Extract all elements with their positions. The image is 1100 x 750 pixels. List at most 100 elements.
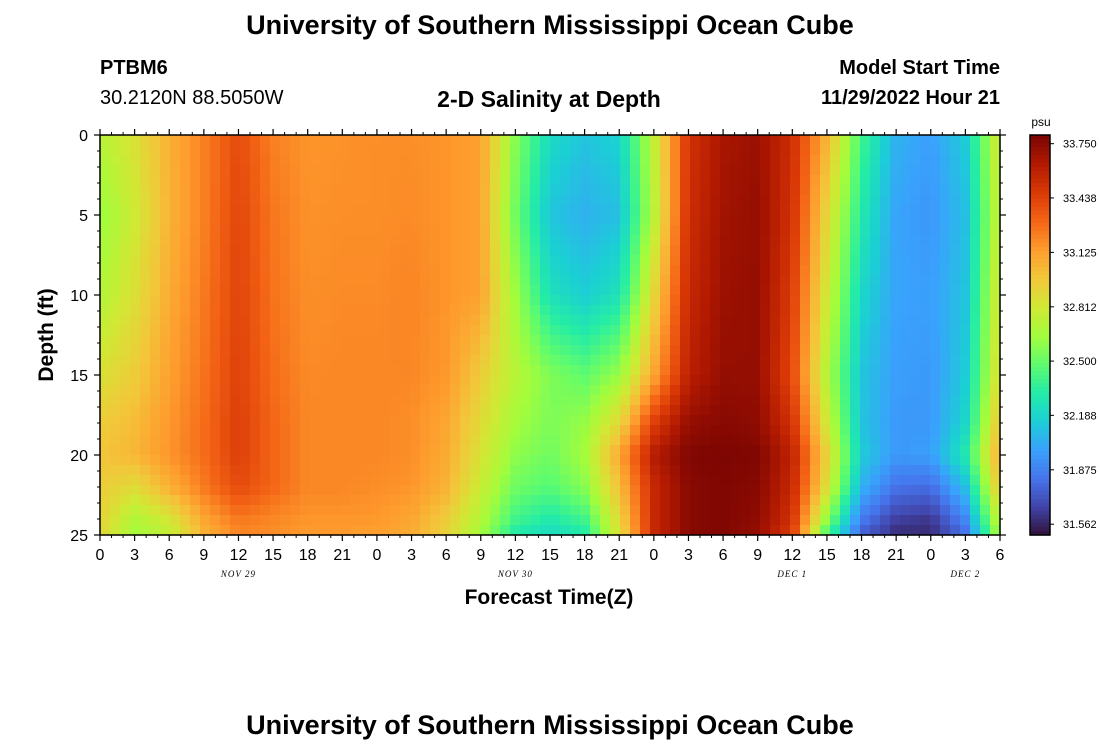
heatmap-cell	[220, 235, 231, 246]
heatmap-cell	[620, 185, 631, 196]
heatmap-cell	[230, 325, 241, 336]
heatmap-cell	[610, 265, 621, 276]
heatmap-cell	[150, 405, 161, 416]
heatmap-cell	[140, 315, 151, 326]
colorbar-segment	[1030, 215, 1050, 220]
heatmap-cell	[330, 145, 341, 156]
heatmap-cell	[980, 455, 991, 466]
heatmap-cell	[230, 315, 241, 326]
heatmap-cell	[620, 155, 631, 166]
heatmap-cell	[280, 435, 291, 446]
heatmap-cell	[920, 425, 931, 436]
heatmap-cell	[650, 515, 661, 526]
heatmap-cell	[540, 435, 551, 446]
heatmap-cell	[640, 365, 651, 376]
heatmap-cell	[870, 195, 881, 206]
heatmap-cell	[500, 455, 511, 466]
heatmap-cell	[610, 425, 621, 436]
heatmap-cell	[430, 365, 441, 376]
heatmap-cell	[300, 415, 311, 426]
heatmap-cell	[890, 305, 901, 316]
y-tick-label: 10	[70, 288, 88, 305]
heatmap-cell	[440, 365, 451, 376]
heatmap-cell	[460, 215, 471, 226]
heatmap-cell	[810, 405, 821, 416]
heatmap-cell	[410, 265, 421, 276]
heatmap-cell	[440, 525, 451, 536]
x-tick-label: 18	[853, 547, 871, 564]
heatmap-cell	[250, 255, 261, 266]
heatmap-cell	[780, 515, 791, 526]
heatmap-cell	[950, 475, 961, 486]
heatmap-cell	[290, 445, 301, 456]
heatmap-cell	[600, 305, 611, 316]
heatmap-cell	[590, 225, 601, 236]
heatmap-cell	[370, 455, 381, 466]
heatmap-cell	[190, 475, 201, 486]
heatmap-cell	[700, 265, 711, 276]
heatmap-cell	[470, 445, 481, 456]
heatmap-cell	[600, 235, 611, 246]
heatmap-cell	[680, 355, 691, 366]
heatmap-cell	[700, 445, 711, 456]
heatmap-cell	[670, 285, 681, 296]
heatmap-cell	[450, 305, 461, 316]
heatmap-cell	[930, 155, 941, 166]
heatmap-cell	[690, 335, 701, 346]
heatmap-cell	[510, 345, 521, 356]
heatmap-cell	[980, 315, 991, 326]
heatmap-cell	[840, 465, 851, 476]
heatmap-cell	[530, 155, 541, 166]
heatmap-cell	[370, 295, 381, 306]
heatmap-cell	[950, 275, 961, 286]
heatmap-cell	[660, 275, 671, 286]
heatmap-cell	[480, 515, 491, 526]
heatmap-cell	[520, 475, 531, 486]
heatmap-cell	[220, 245, 231, 256]
heatmap-cell	[600, 205, 611, 216]
heatmap-cell	[520, 305, 531, 316]
heatmap-cell	[340, 275, 351, 286]
heatmap-cell	[390, 185, 401, 196]
plot-title: 2-D Salinity at Depth	[437, 86, 661, 112]
heatmap-cell	[440, 415, 451, 426]
heatmap-cell	[220, 495, 231, 506]
heatmap-cell	[140, 435, 151, 446]
heatmap-cell	[440, 235, 451, 246]
colorbar-segment	[1030, 355, 1050, 360]
heatmap-cell	[930, 285, 941, 296]
heatmap-cell	[100, 195, 111, 206]
heatmap-cell	[350, 485, 361, 496]
heatmap-cell	[540, 425, 551, 436]
heatmap-cell	[660, 355, 671, 366]
colorbar-segment	[1030, 283, 1050, 288]
heatmap-cell	[880, 225, 891, 236]
heatmap-cell	[960, 305, 971, 316]
heatmap-cell	[210, 225, 221, 236]
heatmap-cell	[950, 345, 961, 356]
heatmap-cell	[330, 395, 341, 406]
heatmap-cell	[810, 335, 821, 346]
heatmap-cell	[280, 415, 291, 426]
heatmap-cell	[810, 165, 821, 176]
heatmap-cell	[310, 275, 321, 286]
heatmap-cell	[700, 245, 711, 256]
heatmap-cell	[870, 445, 881, 456]
heatmap-cell	[660, 515, 671, 526]
heatmap-cell	[420, 365, 431, 376]
heatmap-cell	[110, 155, 121, 166]
heatmap-cell	[380, 365, 391, 376]
heatmap-cell	[990, 175, 1001, 186]
heatmap-cell	[930, 515, 941, 526]
heatmap-cell	[380, 135, 391, 146]
heatmap-cell	[480, 335, 491, 346]
heatmap-cell	[650, 275, 661, 286]
heatmap-cell	[150, 505, 161, 516]
heatmap-cell	[290, 215, 301, 226]
heatmap-cell	[190, 195, 201, 206]
heatmap-cell	[840, 515, 851, 526]
heatmap-cell	[170, 165, 181, 176]
heatmap-cell	[620, 345, 631, 356]
heatmap-cell	[680, 205, 691, 216]
heatmap-cell	[530, 415, 541, 426]
